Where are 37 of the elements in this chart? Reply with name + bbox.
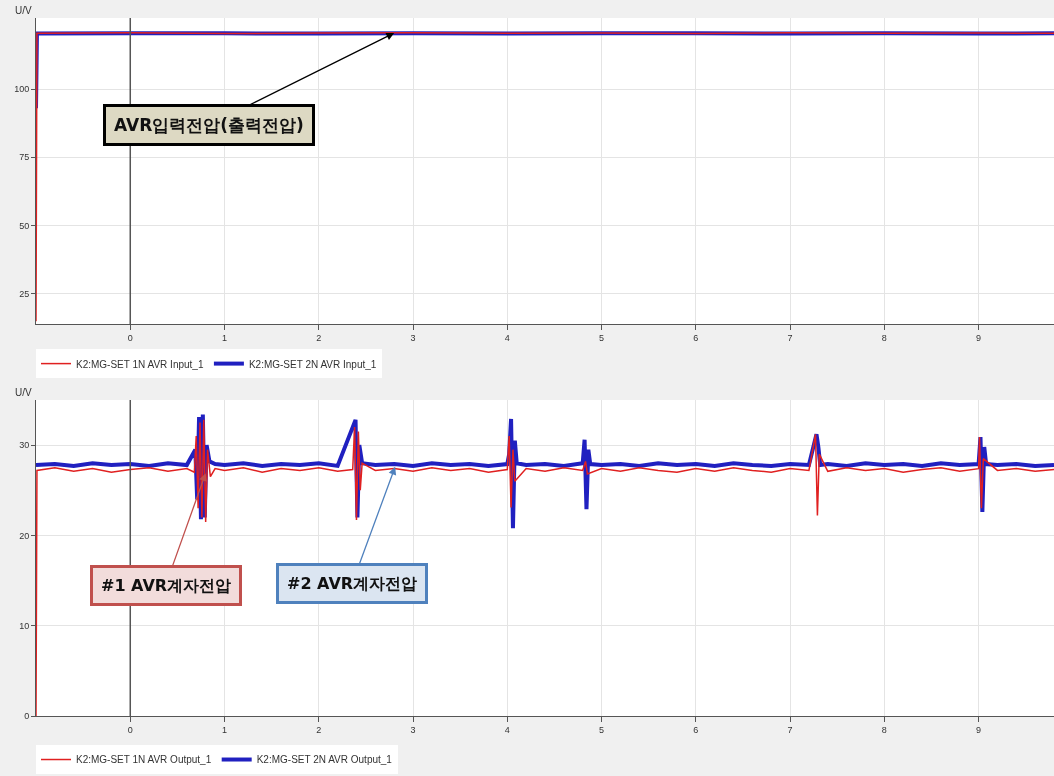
- legend-label: K2:MG-SET 1N AVR Output_1: [76, 754, 212, 766]
- x-tick-label: 4: [504, 332, 510, 343]
- y-tick-label: 25: [19, 289, 30, 300]
- y-axis-title: U/V: [15, 387, 32, 398]
- x-tick-label: 6: [693, 724, 699, 735]
- x-tick-label: 6: [693, 332, 699, 343]
- y-tick-label: 100: [14, 84, 30, 95]
- x-tick-label: 8: [881, 332, 887, 343]
- y-axis-title: U/V: [15, 5, 32, 16]
- legend-label: K2:MG-SET 1N AVR Input_1: [76, 358, 204, 370]
- annotation: #1 AVR계자전압: [101, 576, 232, 595]
- x-tick-label: 0: [127, 724, 133, 735]
- y-tick-label: 0: [24, 711, 30, 722]
- legend-label: K2:MG-SET 2N AVR Input_1: [248, 358, 377, 370]
- x-tick-label: 7: [787, 332, 793, 343]
- x-tick-label: 2: [316, 332, 322, 343]
- x-tick-label: 3: [410, 724, 416, 735]
- legend-label: K2:MG-SET 2N AVR Output_1: [256, 754, 393, 766]
- x-tick-label: 9: [976, 724, 982, 735]
- x-tick-label: 3: [410, 332, 416, 343]
- y-tick-label: 20: [19, 530, 30, 541]
- x-tick-label: 1: [222, 724, 228, 735]
- x-tick-label: 7: [787, 724, 793, 735]
- x-tick-label: 1: [222, 332, 228, 343]
- x-tick-label: 5: [599, 332, 605, 343]
- x-tick-label: 2: [316, 724, 322, 735]
- x-tick-label: 0: [127, 332, 133, 343]
- annotation: #2 AVR계자전압: [287, 574, 418, 593]
- y-tick-label: 30: [19, 440, 30, 451]
- x-tick-label: 5: [599, 724, 605, 735]
- x-tick-label: 4: [504, 724, 510, 735]
- x-tick-label: 8: [881, 724, 887, 735]
- annotation: AVR입력전압(출력전압): [114, 115, 304, 135]
- y-tick-label: 10: [19, 620, 30, 631]
- x-tick-label: 9: [976, 332, 982, 343]
- y-tick-label: 50: [19, 220, 30, 231]
- y-tick-label: 75: [19, 152, 30, 163]
